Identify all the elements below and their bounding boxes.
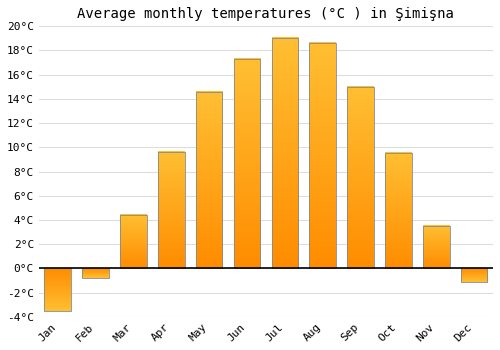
Bar — [44, 268, 71, 311]
Title: Average monthly temperatures (°C ) in Şimişna: Average monthly temperatures (°C ) in Şi… — [78, 7, 454, 21]
Bar — [272, 38, 298, 268]
Bar — [348, 87, 374, 268]
Bar — [158, 152, 184, 268]
Bar — [461, 268, 487, 282]
Bar — [234, 59, 260, 268]
Bar — [82, 268, 109, 278]
Bar — [423, 226, 450, 268]
Bar — [310, 43, 336, 268]
Bar — [385, 153, 411, 268]
Bar — [120, 215, 146, 268]
Bar — [196, 92, 222, 268]
